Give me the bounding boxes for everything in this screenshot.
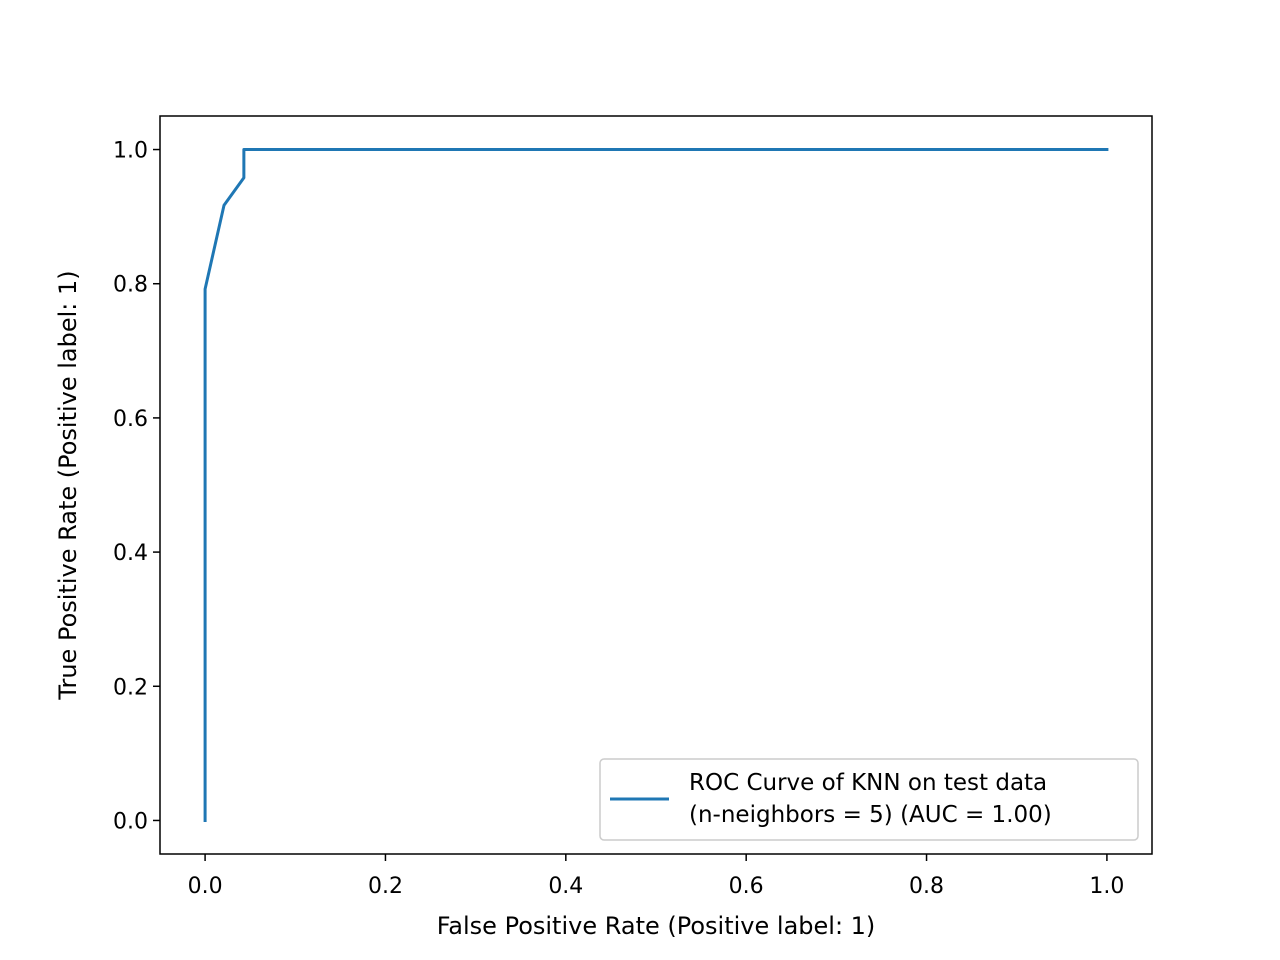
x-tick-label: 0.2	[368, 874, 403, 899]
x-tick-label: 0.6	[729, 874, 764, 899]
x-axis-ticks: 0.0 0.2 0.4 0.6 0.8 1.0	[188, 854, 1124, 899]
x-tick-label: 0.8	[909, 874, 944, 899]
y-axis-ticks: 0.0 0.2 0.4 0.6 0.8 1.0	[113, 139, 160, 834]
x-axis-label: False Positive Rate (Positive label: 1)	[437, 912, 876, 940]
y-tick-label: 0.4	[113, 541, 148, 566]
legend-label-line-2: (n-neighbors = 5) (AUC = 1.00)	[689, 802, 1052, 828]
legend-label-line-1: ROC Curve of KNN on test data	[689, 770, 1047, 796]
axes-frame	[159, 115, 1153, 855]
x-tick-label: 1.0	[1089, 874, 1124, 899]
plot-area	[203, 148, 1109, 822]
legend: ROC Curve of KNN on test data (n-neighbo…	[599, 758, 1139, 841]
legend-box	[599, 758, 1139, 841]
y-tick-label: 0.0	[113, 809, 148, 834]
y-axis-label: True Positive Rate (Positive label: 1)	[54, 270, 82, 700]
x-tick-label: 0.4	[548, 874, 583, 899]
y-tick-label: 1.0	[113, 139, 148, 164]
roc-curve-line	[203, 148, 1109, 822]
y-tick-label: 0.8	[113, 273, 148, 298]
y-tick-label: 0.2	[113, 675, 148, 700]
y-tick-label: 0.6	[113, 407, 148, 432]
x-tick-label: 0.0	[188, 874, 223, 899]
